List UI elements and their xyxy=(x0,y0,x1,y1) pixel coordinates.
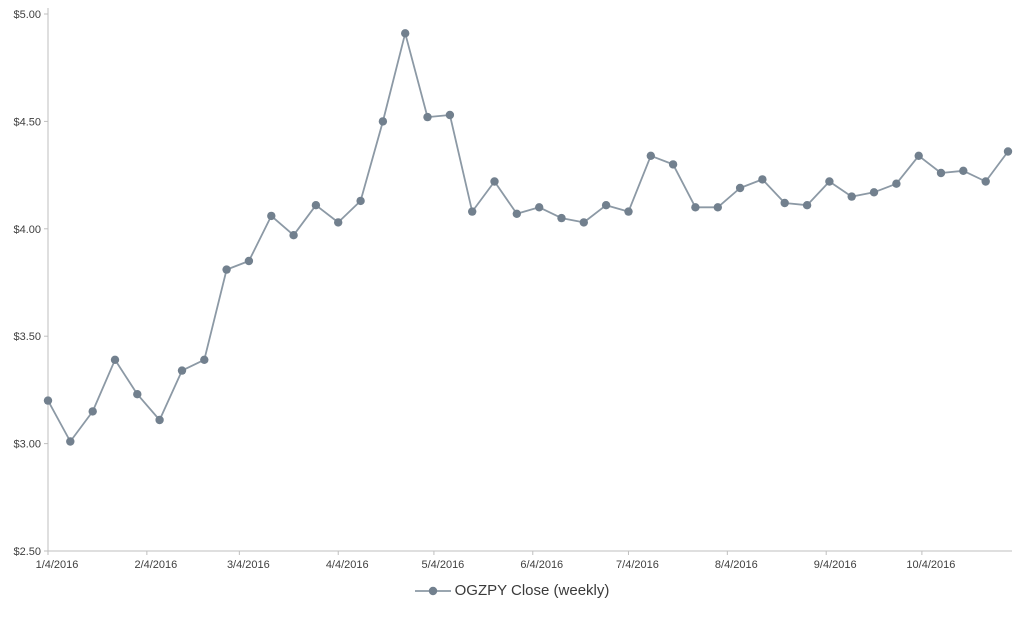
svg-text:3/4/2016: 3/4/2016 xyxy=(227,559,270,571)
legend-label: OGZPY Close (weekly) xyxy=(454,582,610,599)
svg-text:9/4/2016: 9/4/2016 xyxy=(814,559,857,571)
svg-text:6/4/2016: 6/4/2016 xyxy=(520,559,563,571)
svg-text:1/4/2016: 1/4/2016 xyxy=(36,559,79,571)
legend-dot xyxy=(428,586,437,595)
svg-text:$4.00: $4.00 xyxy=(13,224,41,236)
svg-text:$5.00: $5.00 xyxy=(13,9,41,21)
svg-text:$3.50: $3.50 xyxy=(13,331,41,343)
svg-text:4/4/2016: 4/4/2016 xyxy=(326,559,369,571)
svg-text:10/4/2016: 10/4/2016 xyxy=(906,559,955,571)
svg-text:7/4/2016: 7/4/2016 xyxy=(616,559,659,571)
svg-text:5/4/2016: 5/4/2016 xyxy=(421,559,464,571)
legend-marker-icon xyxy=(414,586,451,595)
svg-text:8/4/2016: 8/4/2016 xyxy=(715,559,758,571)
legend: OGZPY Close (weekly) xyxy=(0,582,1024,599)
svg-text:$4.50: $4.50 xyxy=(13,116,41,128)
svg-text:2/4/2016: 2/4/2016 xyxy=(134,559,177,571)
chart-svg: $2.50 $3.00 $3.50 $4.00 $4.50 $5.00 1/4/2016 2/… xyxy=(13,8,1013,571)
svg-text:$3.00: $3.00 xyxy=(13,439,41,451)
svg-text:$2.50: $2.50 xyxy=(13,546,41,558)
